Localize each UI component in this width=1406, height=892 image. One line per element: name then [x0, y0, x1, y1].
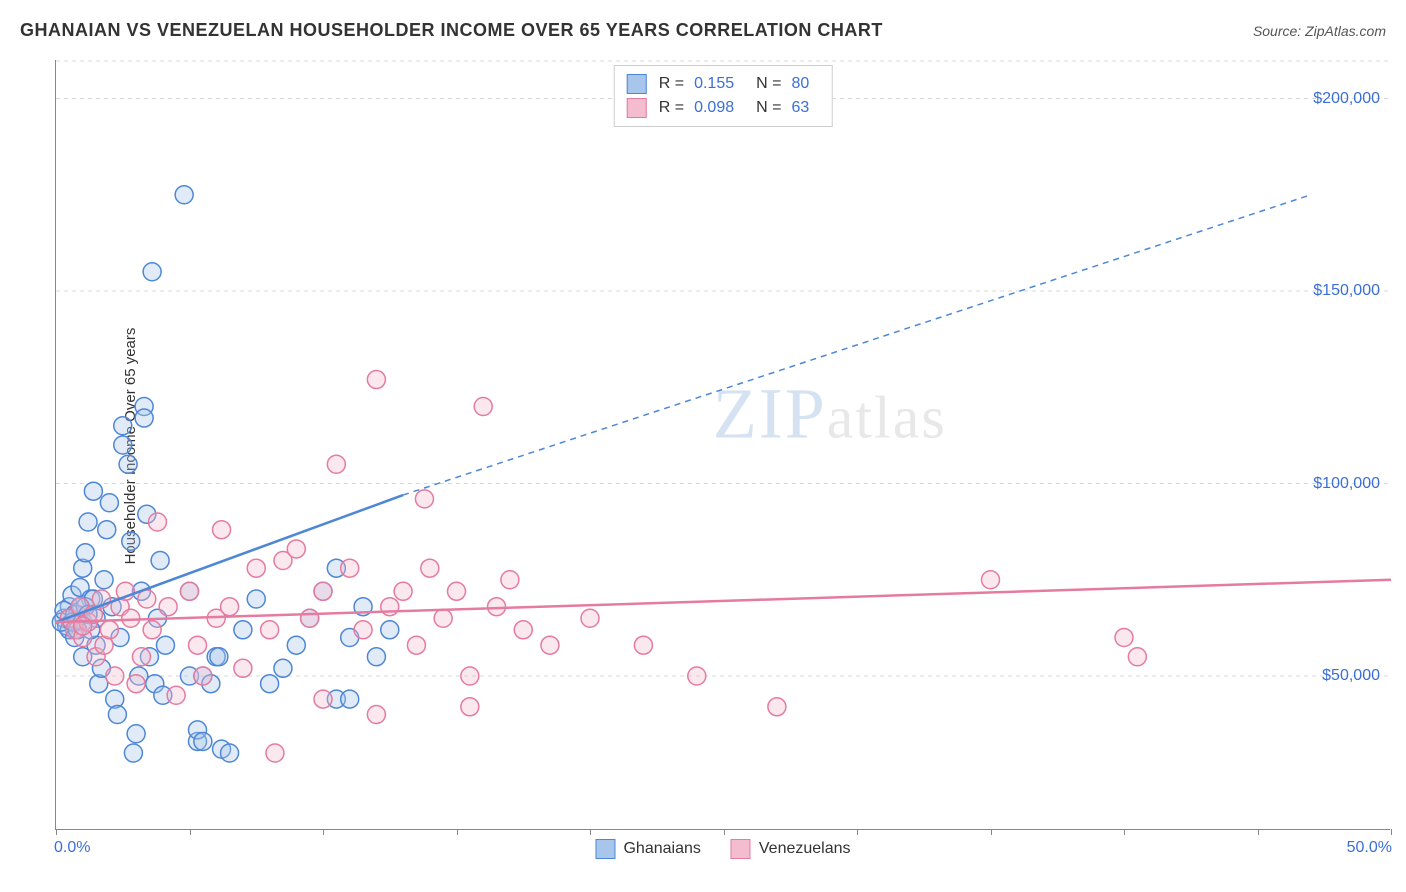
x-tick — [190, 829, 191, 835]
legend-swatch-venezuelans-bottom — [731, 839, 751, 859]
x-tick — [1258, 829, 1259, 835]
legend-n-label: N = — [756, 99, 781, 117]
source-label: Source: ZipAtlas.com — [1253, 23, 1386, 39]
legend-series: Ghanaians Venezuelans — [595, 839, 850, 859]
legend-item-ghanaians: Ghanaians — [595, 839, 700, 859]
x-tick — [1124, 829, 1125, 835]
legend-n-value-venezuelans: 63 — [791, 99, 809, 117]
x-tick — [991, 829, 992, 835]
legend-swatch-ghanaians — [627, 74, 647, 94]
x-tick — [857, 829, 858, 835]
x-tick — [323, 829, 324, 835]
legend-r-value-venezuelans: 0.098 — [694, 99, 734, 117]
legend-swatch-venezuelans — [627, 98, 647, 118]
legend-n-label: N = — [756, 75, 781, 93]
plot-area: ZIPatlas R = 0.155 N = 80 R = 0.098 N = … — [55, 60, 1390, 830]
legend-n-value-ghanaians: 80 — [791, 75, 809, 93]
legend-row-ghanaians: R = 0.155 N = 80 — [627, 72, 820, 96]
y-tick-label: $200,000 — [1313, 90, 1380, 108]
x-tick — [1391, 829, 1392, 835]
legend-r-value-ghanaians: 0.155 — [694, 75, 734, 93]
legend-row-venezuelans: R = 0.098 N = 63 — [627, 96, 820, 120]
y-tick-label: $100,000 — [1313, 475, 1380, 493]
x-tick — [724, 829, 725, 835]
plot-svg — [56, 60, 1390, 829]
x-axis-min-label: 0.0% — [54, 839, 90, 857]
legend-r-label: R = — [659, 75, 684, 93]
chart-container: GHANAIAN VS VENEZUELAN HOUSEHOLDER INCOM… — [0, 0, 1406, 892]
legend-swatch-ghanaians-bottom — [595, 839, 615, 859]
legend-r-label: R = — [659, 99, 684, 117]
legend-label-venezuelans: Venezuelans — [759, 840, 851, 858]
legend-item-venezuelans: Venezuelans — [731, 839, 851, 859]
x-tick — [590, 829, 591, 835]
x-axis-max-label: 50.0% — [1347, 839, 1392, 857]
y-tick-label: $150,000 — [1313, 282, 1380, 300]
x-tick — [56, 829, 57, 835]
legend-correlation-box: R = 0.155 N = 80 R = 0.098 N = 63 — [614, 65, 833, 127]
title-bar: GHANAIAN VS VENEZUELAN HOUSEHOLDER INCOM… — [20, 20, 1386, 41]
y-tick-label: $50,000 — [1322, 667, 1380, 685]
x-tick — [457, 829, 458, 835]
legend-label-ghanaians: Ghanaians — [623, 840, 700, 858]
chart-title: GHANAIAN VS VENEZUELAN HOUSEHOLDER INCOM… — [20, 20, 883, 41]
